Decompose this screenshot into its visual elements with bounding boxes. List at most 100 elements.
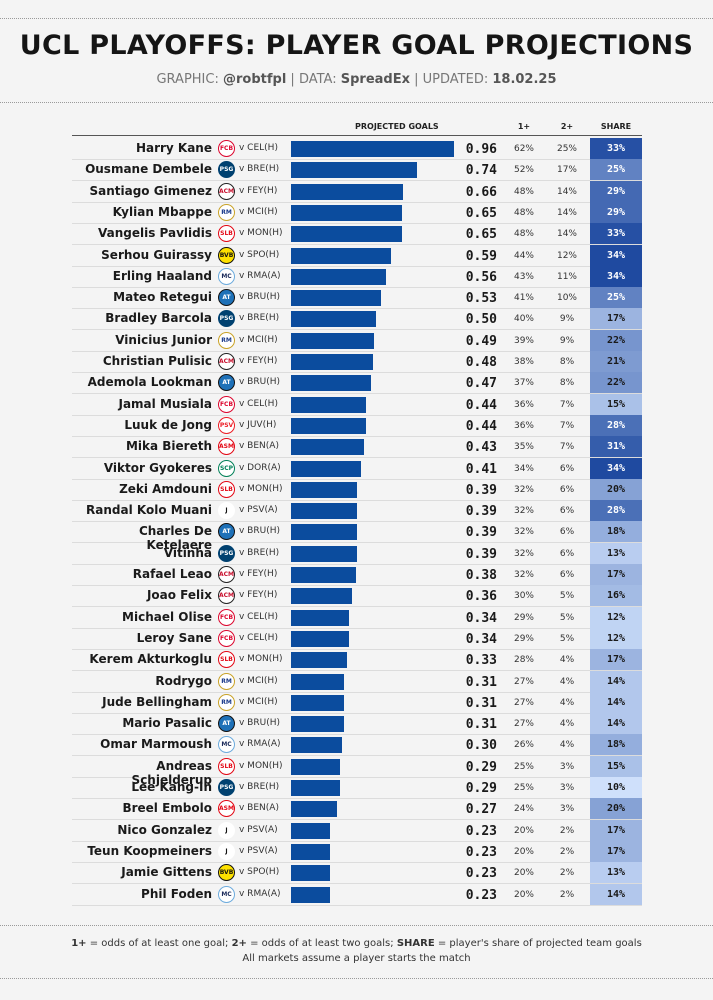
one-plus-odds: 32% [513,548,534,559]
footnote-text-share: = player's share of projected team goals [434,938,642,949]
one-plus-odds: 32% [513,484,534,495]
goal-bar [291,311,376,328]
one-plus-odds: 27% [513,676,534,687]
fixture-label: v MON(H) [239,483,283,494]
footnote-key-two-plus: 2+ [231,938,247,949]
top-divider [0,18,713,19]
fixture-label: v BEN(A) [239,441,279,452]
player-name: Rodrygo [155,673,212,688]
projected-goals-value: 0.29 [465,759,497,775]
table-row: Serhou Guirassy BVB v SPO(H) 0.59 44% 12% 34% [72,244,642,267]
table-row: Jamie Gittens BVB v SPO(H) 0.23 20% 2% 13% [72,862,642,885]
two-plus-odds: 10% [556,293,577,304]
column-header-share: SHARE [600,122,632,131]
one-plus-odds: 34% [513,463,534,474]
fixture-label: v MCI(H) [239,334,278,345]
table-row: Zeki Amdouni SLB v MON(H) 0.39 32% 6% 20% [72,478,642,501]
fixture-label: v FEY(H) [239,590,278,601]
player-name: Luuk de Jong [124,417,212,432]
data-source: SpreadEx [340,72,410,87]
projected-goals-value: 0.39 [465,504,497,520]
table-row: Andreas Schjelderup SLB v MON(H) 0.29 25% 3% 1… [72,755,642,787]
real-madrid-crest-icon: RM [218,672,235,690]
projected-goals-value: 0.34 [465,631,497,647]
team-share-cell: 18% [590,521,642,543]
dortmund-crest-icon: BVB [218,246,235,264]
milan-crest-icon: ACM [218,182,235,200]
team-share-cell: 17% [590,564,642,585]
goal-bar [291,843,331,860]
player-name: Kerem Akturkoglu [89,652,212,667]
goal-bar [291,162,417,179]
team-share-cell: 17% [590,308,642,330]
player-name: Mika Biereth [125,439,212,454]
two-plus-odds: 2% [559,868,575,879]
one-plus-odds: 32% [513,570,534,580]
player-name: Charles De Ketelaere [138,524,212,553]
man-city-crest-icon: MC [218,267,235,285]
player-name: Ousmane Dembele [85,162,212,177]
footnote: 1+ = odds of at least one goal; 2+ = odd… [0,936,713,966]
goal-bar [291,247,392,264]
psv-crest-icon: PSV [218,416,235,434]
goal-bar [291,204,402,221]
psg-crest-icon: PSG [218,161,235,179]
fixture-label: v MON(H) [239,228,283,239]
one-plus-odds: 48% [513,229,534,240]
projected-goals-value: 0.39 [465,482,497,498]
two-plus-odds: 4% [559,740,575,751]
projected-goals-value: 0.30 [465,738,497,754]
projected-goals-value: 0.38 [465,568,497,583]
goal-bar [291,503,358,520]
one-plus-odds: 29% [513,633,534,644]
goal-bar [291,268,387,285]
goal-bar [291,737,342,754]
player-name: Mario Pasalic [122,716,212,731]
team-share-cell: 22% [590,329,642,351]
column-header-one-plus: 1+ [517,122,531,131]
bayern-crest-icon: FCB [218,629,235,647]
team-share-cell: 33% [590,138,642,159]
fixture-label: v BRE(H) [239,782,280,792]
juventus-crest-icon: J [218,821,235,839]
team-share-cell: 17% [590,819,642,841]
projected-goals-value: 0.65 [465,205,497,221]
team-share-cell: 29% [590,201,642,223]
goal-bar [291,439,365,456]
goal-bar [291,417,366,434]
column-header-projected: PROJECTED GOALS [355,122,439,131]
graphic-label: GRAPHIC: [156,72,219,87]
fixture-label: v BRE(H) [239,164,280,175]
two-plus-odds: 6% [559,484,575,495]
sporting-crest-icon: SCP [218,459,235,477]
team-share-cell: 16% [590,585,642,607]
team-share-cell: 14% [590,691,642,713]
fixture-label: v BEN(A) [239,803,279,814]
milan-crest-icon: ACM [218,587,235,605]
two-plus-odds: 2% [559,889,575,900]
fixture-label: v RMA(A) [239,739,281,750]
team-share-cell: 14% [590,713,642,735]
one-plus-odds: 24% [513,804,534,815]
column-header-two-plus: 2+ [560,122,574,131]
projected-goals-value: 0.41 [465,461,497,477]
two-plus-odds: 6% [559,463,575,474]
milan-crest-icon: ACM [218,566,235,583]
psg-crest-icon: PSG [218,544,235,562]
projected-goals-value: 0.50 [465,312,497,328]
two-plus-odds: 2% [559,846,575,857]
two-plus-odds: 8% [559,378,575,389]
fixture-label: v PSV(A) [239,845,278,856]
player-name: Jude Bellingham [102,694,212,709]
goal-bar [291,673,344,690]
projected-goals-value: 0.47 [465,376,497,392]
fixture-label: v FEY(H) [239,185,278,196]
fixture-label: v RMA(A) [239,270,281,281]
one-plus-odds: 35% [513,442,534,453]
one-plus-odds: 32% [513,527,534,538]
projected-goals-value: 0.44 [465,397,497,413]
monaco-crest-icon: ASM [218,800,235,818]
projected-goals-value: 0.31 [465,674,497,690]
fixture-label: v CEL(H) [239,632,278,643]
